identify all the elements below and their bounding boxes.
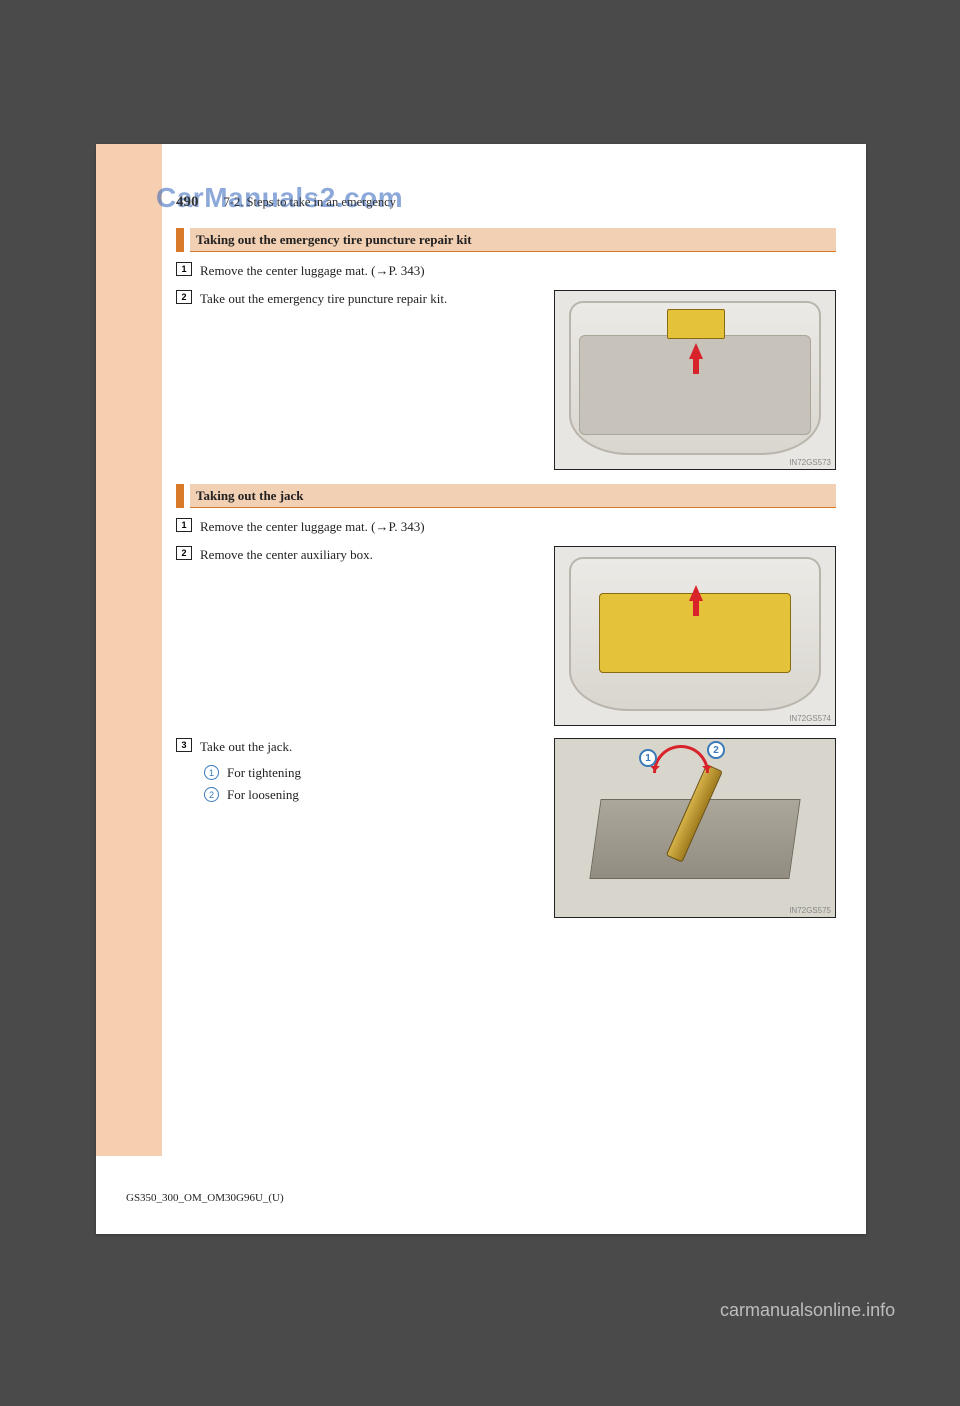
up-arrow-icon: [689, 585, 703, 601]
step-with-figure: 2 Remove the center auxiliary box. IN72G…: [176, 546, 836, 726]
step-row: 2 Take out the emergency tire puncture r…: [176, 290, 542, 308]
sub-list: 1 For tightening 2 For loosening: [204, 765, 542, 803]
sub-item-label: For loosening: [227, 787, 299, 803]
circled-number-icon: 1: [204, 765, 219, 780]
circled-number-icon: 2: [204, 787, 219, 802]
step-number-box: 1: [176, 262, 192, 276]
step-number-box: 2: [176, 546, 192, 560]
page-header: 490 7-2. Steps to take in an emergency: [176, 194, 396, 211]
page-reference: P. 343: [388, 263, 420, 278]
step-text-part: Remove the center luggage mat. (: [200, 519, 375, 534]
section-title: Taking out the emergency tire puncture r…: [190, 228, 836, 252]
figure-code: IN72GS574: [789, 714, 831, 723]
breadcrumb: 7-2. Steps to take in an emergency: [224, 195, 396, 209]
figure-jack: 1 2 IN72GS575: [554, 738, 836, 918]
sub-item: 1 For tightening: [204, 765, 542, 781]
repair-kit-highlight: [667, 309, 725, 339]
step-text: Remove the center luggage mat. (→P. 343): [200, 262, 820, 280]
ref-arrow-icon: →: [375, 263, 388, 278]
figure-trunk-kit: IN72GS573: [554, 290, 836, 470]
sub-item: 2 For loosening: [204, 787, 542, 803]
page-number: 490: [176, 194, 199, 210]
step-row: 3 Take out the jack.: [176, 738, 542, 756]
step-row: 2 Remove the center auxiliary box.: [176, 546, 542, 564]
step-text: Take out the jack.: [200, 738, 470, 756]
sub-item-label: For tightening: [227, 765, 301, 781]
section-heading: Taking out the emergency tire puncture r…: [176, 228, 836, 252]
step-text: Remove the center luggage mat. (→P. 343): [200, 518, 820, 536]
step-text-part: ): [420, 263, 424, 278]
footer-document-code: GS350_300_OM_OM30G96U_(U): [126, 1192, 284, 1204]
ref-arrow-icon: →: [375, 519, 388, 534]
up-arrow-icon: [689, 343, 703, 359]
watermark-bottom: carmanualsonline.info: [720, 1300, 960, 1406]
section-heading: Taking out the jack: [176, 484, 836, 508]
step-text-part: ): [420, 519, 424, 534]
page-reference: P. 343: [388, 519, 420, 534]
figure-code: IN72GS573: [789, 458, 831, 467]
figure-trunk-box: IN72GS574: [554, 546, 836, 726]
section-accent-bar: [176, 228, 184, 252]
step-text: Take out the emergency tire puncture rep…: [200, 290, 470, 308]
chapter-side-tab: [96, 144, 162, 1156]
step-with-figure: 2 Take out the emergency tire puncture r…: [176, 290, 836, 470]
step-with-figure: 3 Take out the jack. 1 For tightening 2 …: [176, 738, 836, 918]
section-title: Taking out the jack: [190, 484, 836, 508]
step-text-part: Remove the center luggage mat. (: [200, 263, 375, 278]
callout-number: 2: [707, 741, 725, 759]
step-row: 1 Remove the center luggage mat. (→P. 34…: [176, 518, 836, 536]
step-row: 1 Remove the center luggage mat. (→P. 34…: [176, 262, 836, 280]
section-accent-bar: [176, 484, 184, 508]
step-number-box: 3: [176, 738, 192, 752]
step-number-box: 1: [176, 518, 192, 532]
figure-code: IN72GS575: [789, 906, 831, 915]
page-content: Taking out the emergency tire puncture r…: [176, 220, 836, 918]
step-text: Remove the center auxiliary box.: [200, 546, 470, 564]
manual-page: CarManuals2.com 490 7-2. Steps to take i…: [96, 144, 866, 1234]
rotation-arrow-icon: [653, 745, 709, 773]
step-number-box: 2: [176, 290, 192, 304]
